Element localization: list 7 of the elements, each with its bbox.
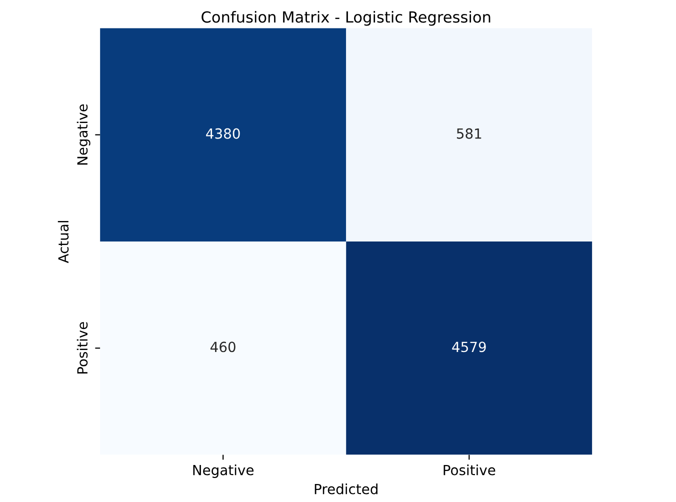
x-axis-title: Predicted xyxy=(314,484,378,494)
y-axis-title: Actual xyxy=(58,221,69,264)
data-label: 4579 xyxy=(452,342,486,352)
chart-title: Confusion Matrix - Logistic Regression xyxy=(202,10,490,26)
data-label: 4380 xyxy=(206,128,240,139)
data-label: 460 xyxy=(210,342,236,352)
data-label: 581 xyxy=(456,128,482,139)
